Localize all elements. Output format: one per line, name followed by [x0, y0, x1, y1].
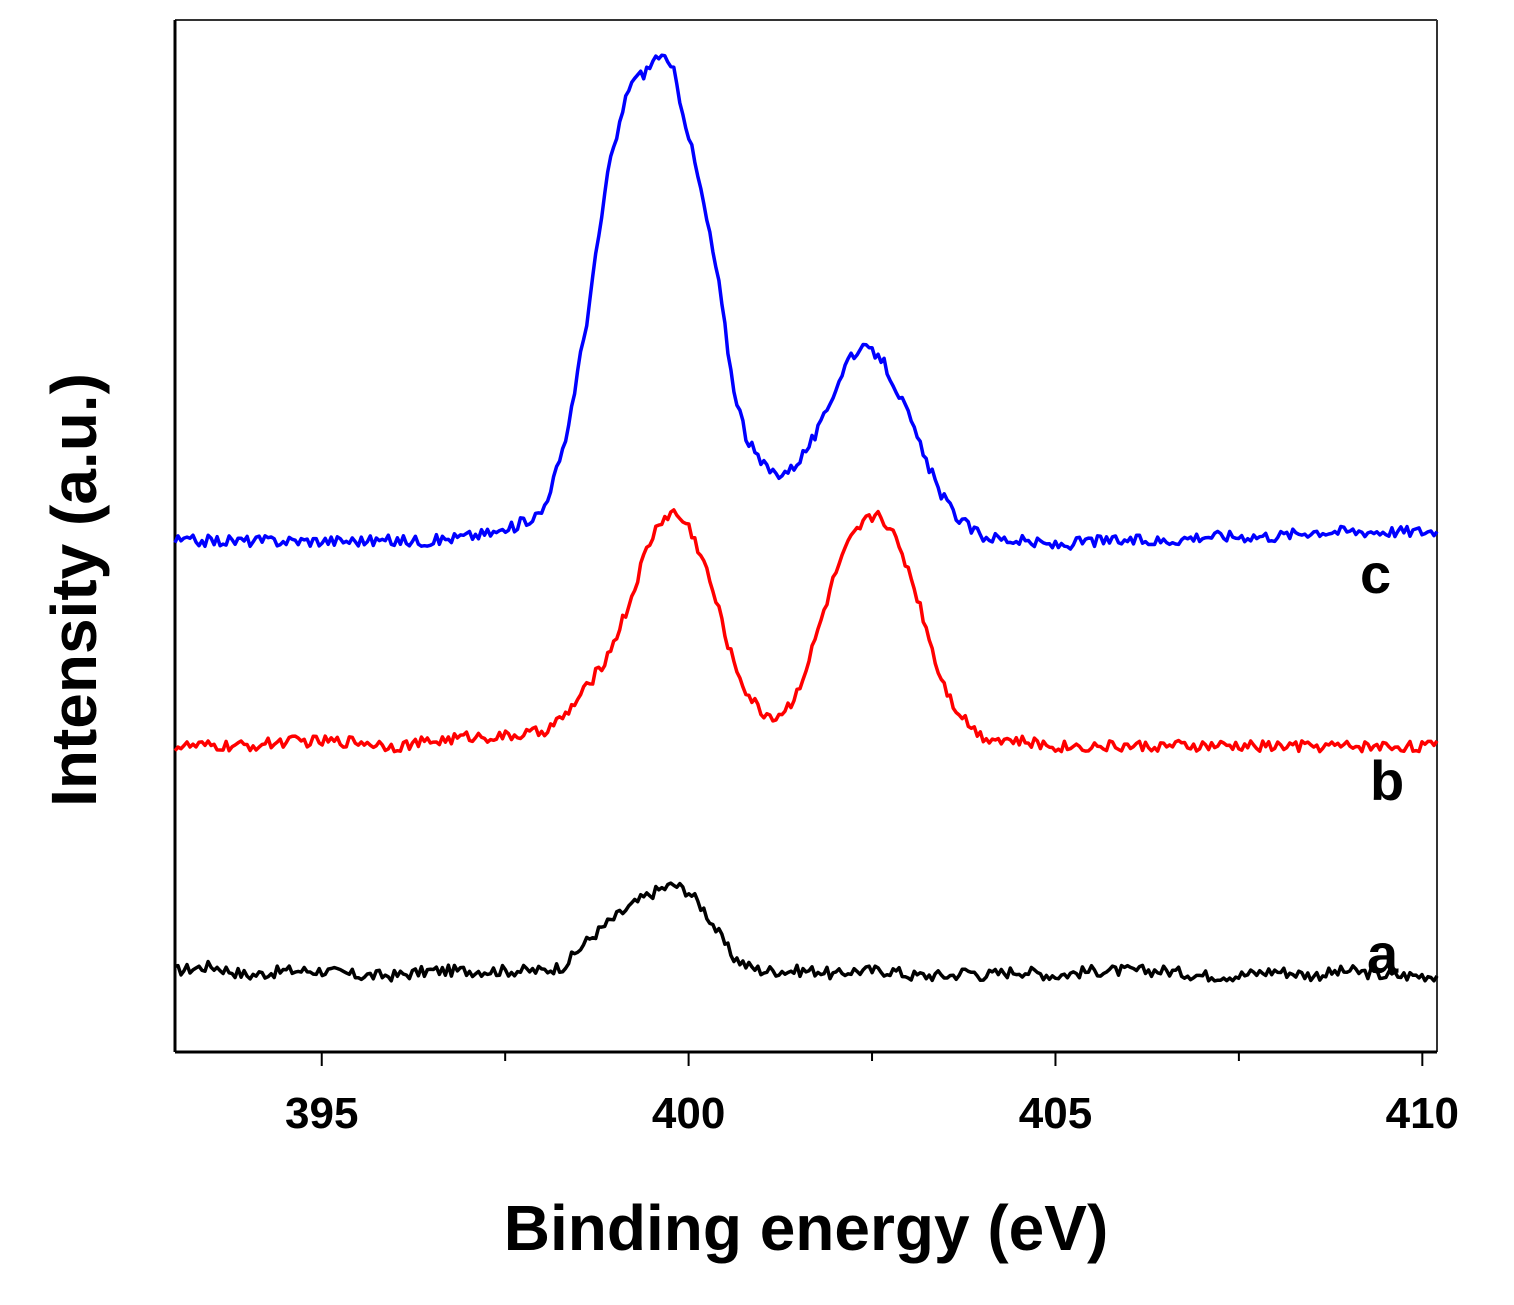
series-label-b: b	[1370, 749, 1404, 812]
series-label-c: c	[1360, 542, 1391, 605]
x-axis-title: Binding energy (eV)	[504, 1192, 1109, 1264]
x-tick-label: 395	[285, 1089, 358, 1138]
series-line-c	[173, 53, 1439, 551]
x-tick-label: 400	[652, 1089, 725, 1138]
plot-frame	[173, 19, 1438, 1054]
x-tick-label: 410	[1386, 1089, 1459, 1138]
series-lines	[173, 53, 1439, 983]
y-axis-title: Intensity (a.u.)	[38, 373, 110, 807]
x-axis-ticks: 395 400 405 410	[285, 1052, 1459, 1138]
series-label-a: a	[1367, 922, 1399, 985]
series-line-b	[173, 508, 1439, 754]
x-tick-label: 405	[1019, 1089, 1092, 1138]
series-labels: c b a	[1360, 542, 1404, 985]
series-line-a	[174, 881, 1439, 983]
